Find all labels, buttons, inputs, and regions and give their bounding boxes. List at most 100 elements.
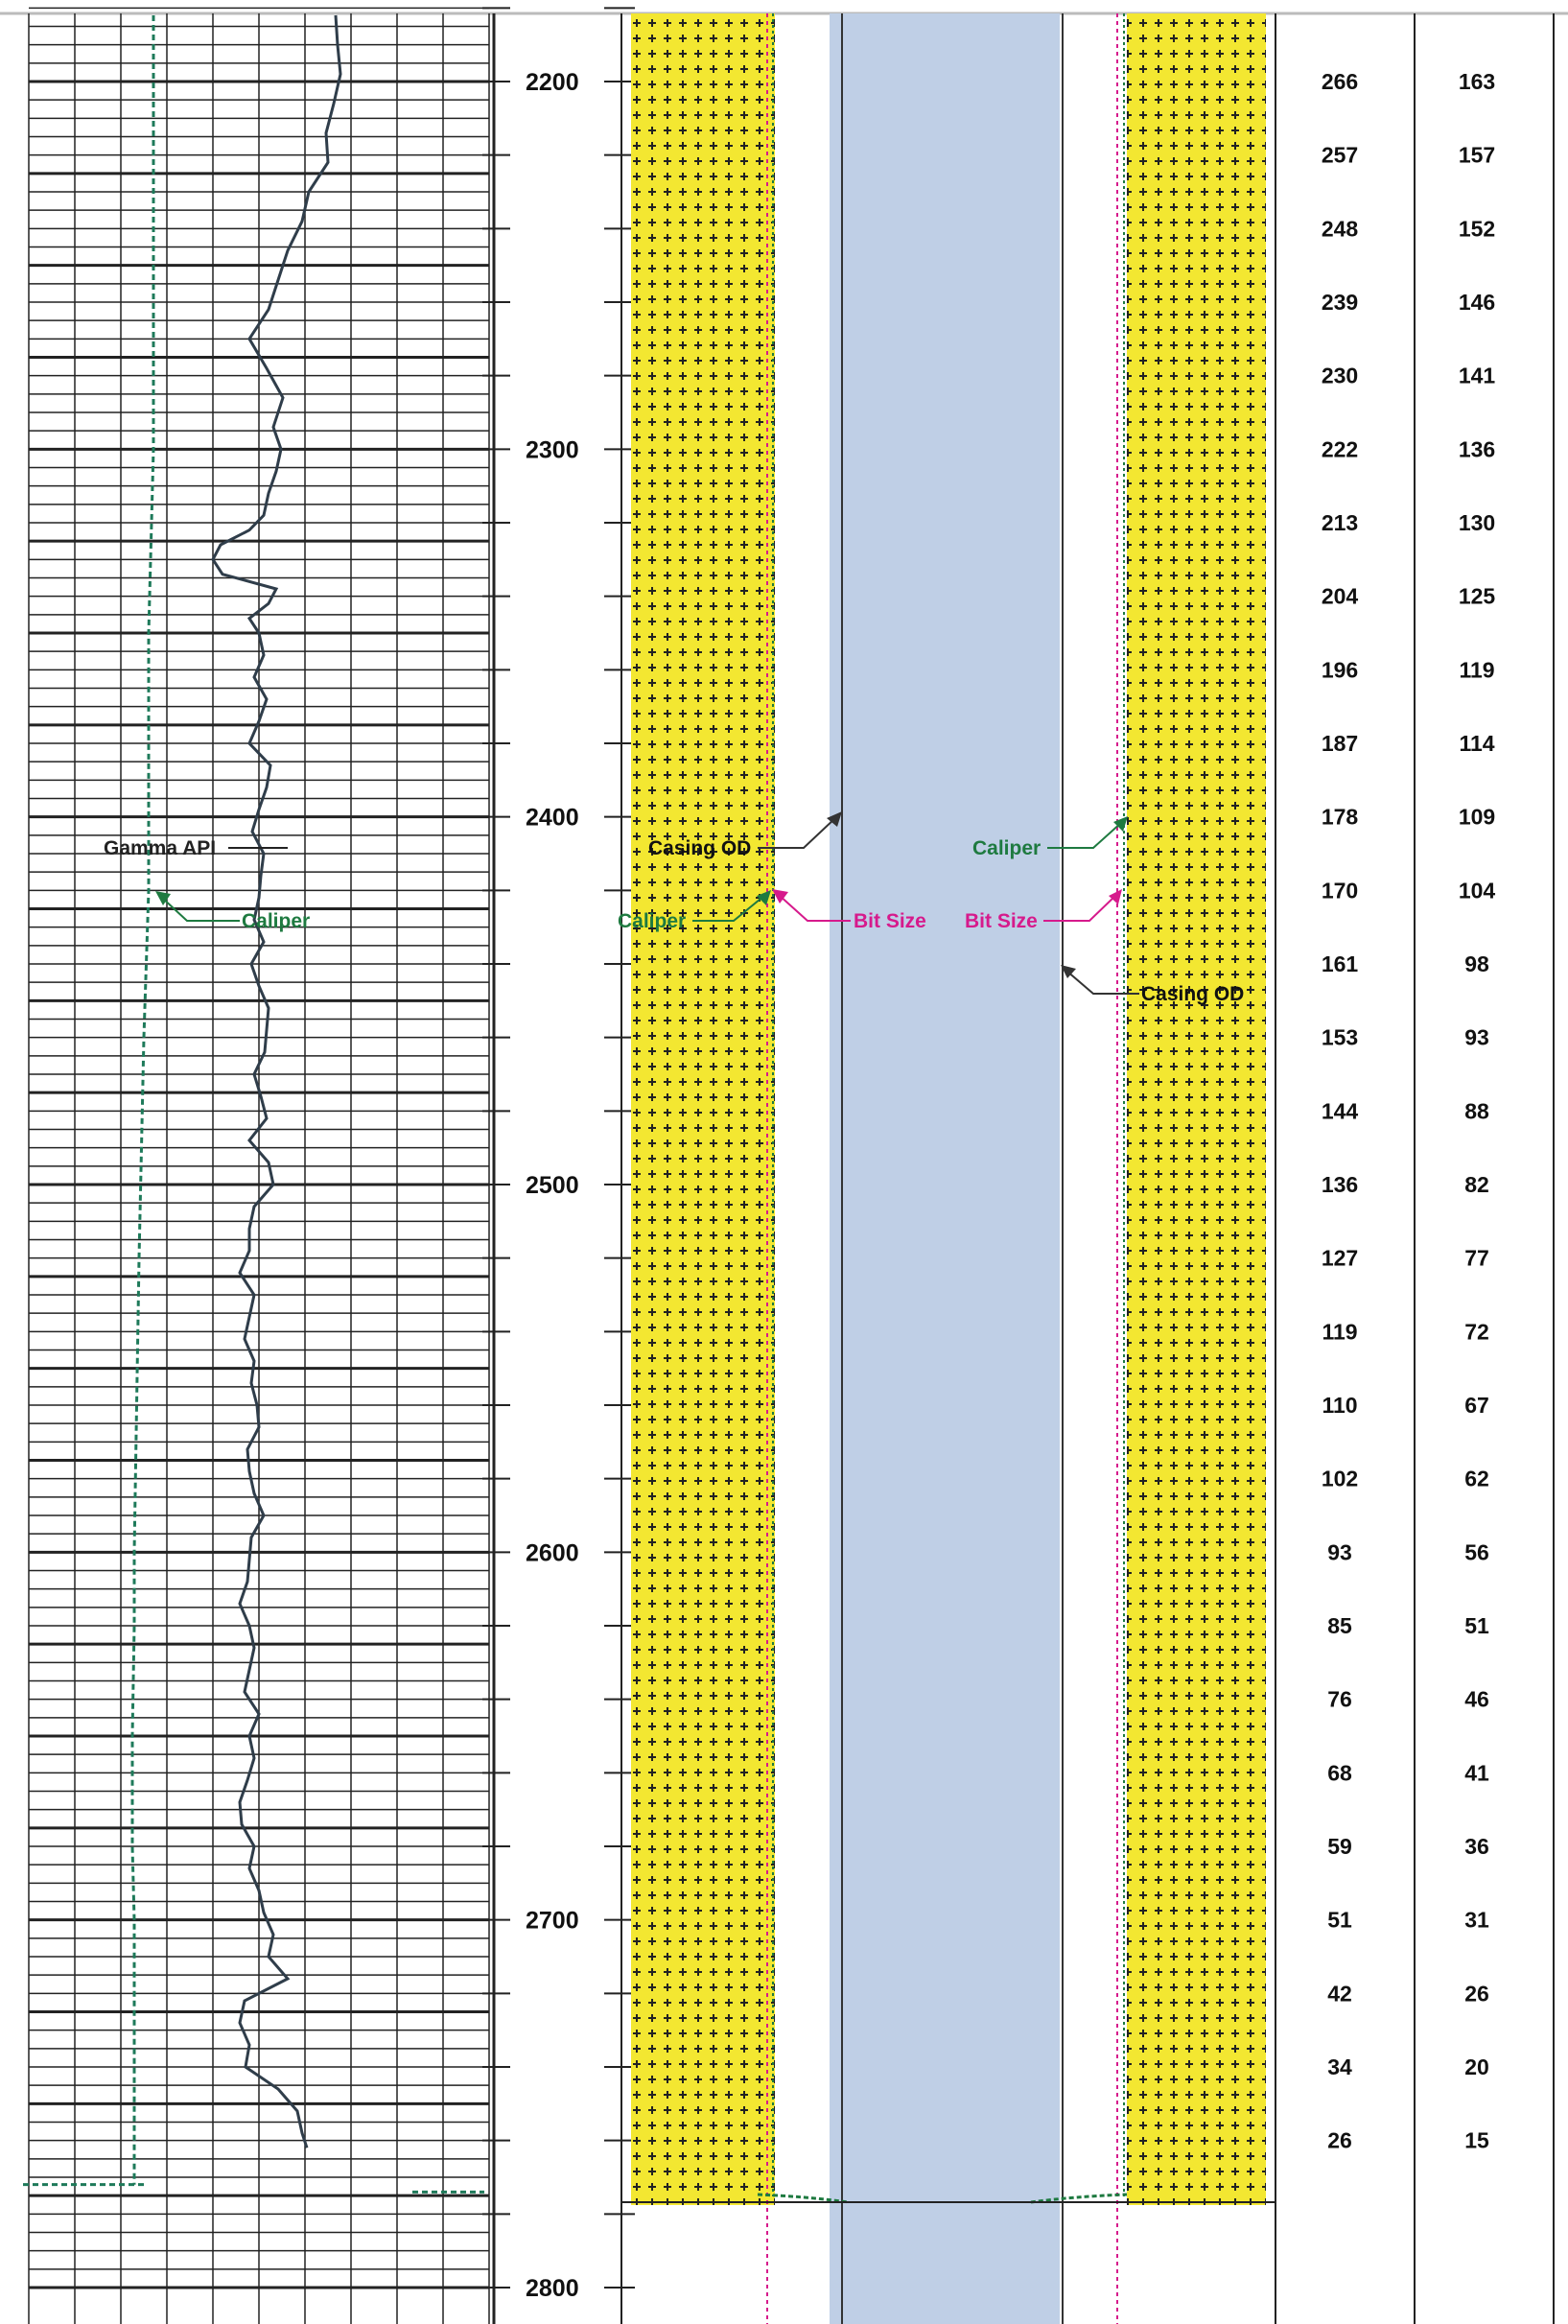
column-1-value: 119 <box>1322 1319 1357 1344</box>
column-2-value: 125 <box>1459 584 1496 609</box>
column-1-value: 196 <box>1322 657 1358 682</box>
column-2-value: 20 <box>1464 2054 1489 2079</box>
depth-tick-label: 2800 <box>526 2275 579 2302</box>
column-2-value: 46 <box>1464 1687 1489 1712</box>
column-1-value: 239 <box>1322 290 1358 315</box>
casing-od-leader-right <box>1065 970 1139 995</box>
caliper-label-track1: Caliper <box>242 910 310 932</box>
column-1-value: 230 <box>1322 364 1358 388</box>
column-1-value: 42 <box>1327 1981 1352 2006</box>
column-1-value: 59 <box>1327 1834 1352 1859</box>
caliper-annotation-track1: Caliper <box>155 891 310 932</box>
column-1-value: 127 <box>1322 1246 1358 1271</box>
bit-size-arrowhead-right <box>1109 889 1122 904</box>
column-1-value: 34 <box>1327 2054 1352 2079</box>
column-1-value: 93 <box>1327 1539 1352 1564</box>
gamma-api-label: Gamma API <box>104 837 216 859</box>
column-2-value: 98 <box>1464 951 1489 976</box>
column-1-value: 213 <box>1322 510 1358 535</box>
casing-od-leader-left <box>758 816 837 849</box>
formation-fill-right <box>1127 13 1266 2205</box>
caliper-arrowhead-right <box>1113 816 1128 832</box>
bit-size-leader-right <box>1043 894 1117 922</box>
column-2-value: 152 <box>1459 216 1495 241</box>
caliper-label-left: Caliper <box>618 910 686 932</box>
casing-od-annotation-left: Casing OD <box>648 811 842 859</box>
gamma-annotation: Gamma API <box>104 837 288 859</box>
column-2-value: 31 <box>1464 1908 1489 1933</box>
caliper-annotation-left: Caliper <box>618 890 771 932</box>
column-2-value: 82 <box>1464 1172 1489 1197</box>
depth-tick-label: 2600 <box>526 1539 579 1566</box>
column-2-value: 62 <box>1464 1467 1489 1491</box>
depth-tick-label: 2700 <box>526 1908 579 1935</box>
column-1-value: 187 <box>1322 731 1358 756</box>
column-1-value: 266 <box>1322 69 1358 94</box>
depth-tick-label: 2200 <box>526 69 579 96</box>
gamma-api-curve <box>211 14 342 2148</box>
bit-size-leader-left <box>778 894 851 922</box>
caliper-annotation-right: Caliper <box>972 816 1128 859</box>
bit-size-annotation-right: Bit Size <box>965 889 1122 932</box>
column-1-value: 68 <box>1327 1760 1352 1785</box>
column-2-value: 36 <box>1464 1834 1489 1859</box>
column-2-value: 67 <box>1464 1393 1489 1418</box>
depth-tick-label: 2500 <box>526 1172 579 1199</box>
bit-size-label-right: Bit Size <box>965 910 1038 932</box>
column-2-value: 93 <box>1464 1025 1489 1050</box>
caliper-leader-left <box>692 894 766 922</box>
column-2-value: 51 <box>1464 1613 1489 1638</box>
column-2-value: 72 <box>1464 1319 1489 1344</box>
caliper-leader-right <box>1047 821 1123 849</box>
log-frame <box>0 12 1568 2324</box>
column-1-value: 153 <box>1322 1025 1358 1050</box>
column-2-value: 56 <box>1464 1539 1489 1564</box>
caliper-flare-right <box>1030 2193 1128 2204</box>
column-2-value: 77 <box>1464 1246 1489 1271</box>
column-2-value: 136 <box>1459 436 1495 461</box>
column-1-value: 144 <box>1322 1098 1359 1123</box>
bit-size-label-left: Bit Size <box>854 910 926 932</box>
casing-od-arrowhead-left <box>827 811 842 827</box>
column-1-value: 170 <box>1322 878 1358 903</box>
casing-od-annotation-right: Casing OD <box>1061 965 1244 1005</box>
column-1-value: 26 <box>1327 2128 1352 2153</box>
formation-fill-left <box>631 13 775 2205</box>
column-2-value: 109 <box>1459 805 1495 830</box>
column-1-value: 136 <box>1322 1172 1358 1197</box>
track1-grid <box>28 7 490 2324</box>
column-2-value: 104 <box>1459 878 1496 903</box>
caliper-arrowhead-track1 <box>155 891 171 905</box>
column-1-value: 161 <box>1322 951 1359 976</box>
column-2-value: 146 <box>1459 290 1495 315</box>
column-2-value: 130 <box>1459 510 1495 535</box>
bit-size-arrowhead-left <box>772 889 788 904</box>
column-1-value: 178 <box>1322 805 1359 830</box>
caliper-flare-left <box>757 2193 850 2204</box>
caliper-curve <box>19 15 484 2194</box>
column-2-value: 141 <box>1459 364 1496 388</box>
well-schematic <box>621 13 1275 2324</box>
column-2-value: 88 <box>1464 1098 1489 1123</box>
column-1-value: 248 <box>1322 216 1359 241</box>
column-1-value: 257 <box>1322 143 1358 168</box>
column-2-value: 157 <box>1459 143 1495 168</box>
casing-interior <box>830 13 1060 2324</box>
column-1-value: 85 <box>1327 1613 1352 1638</box>
column-2-value: 26 <box>1464 1981 1489 2006</box>
column-1-value: 222 <box>1322 436 1358 461</box>
column-2-value: 41 <box>1464 1760 1489 1785</box>
column-1-value: 204 <box>1322 584 1359 609</box>
column-1-value: 110 <box>1322 1393 1357 1418</box>
casing-od-arrowhead-right <box>1061 965 1076 978</box>
column-2-value: 15 <box>1464 2128 1489 2153</box>
value-columns: 266 257 248 239 230 222 213 204 196 187 178 170 161 1… <box>1322 69 1496 2153</box>
column-2-value: 114 <box>1459 731 1494 756</box>
column-1-value: 76 <box>1327 1687 1352 1712</box>
caliper-leader-track1 <box>160 896 240 922</box>
depth-tick-label: 2400 <box>526 805 579 832</box>
column-2-value: 119 <box>1459 657 1494 682</box>
casing-od-label-left: Casing OD <box>648 837 751 859</box>
caliper-arrowhead-left <box>757 890 771 905</box>
